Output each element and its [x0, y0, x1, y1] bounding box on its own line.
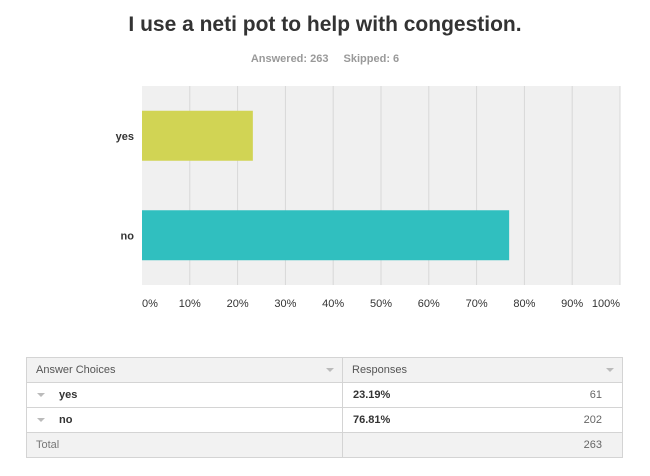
x-tick-label: 60% [418, 298, 440, 310]
results-table: Answer Choices Responses yes 23.19% 61 [26, 357, 623, 458]
total-row: Total 263 [26, 432, 623, 458]
bar-chart: yes no 0% 10% 20% 30% 40% 50% 60% 70% 80% 90% 100% [116, 86, 621, 310]
table-row: yes 23.19% 61 [26, 382, 623, 408]
table-header-row: Answer Choices Responses [26, 357, 623, 383]
choice-label: no [59, 414, 73, 426]
bar-yes[interactable] [142, 110, 253, 161]
answer-choices-header[interactable]: Answer Choices [26, 357, 343, 383]
response-cell: 76.81% 202 [342, 407, 623, 433]
chart-title: I use a neti pot to help with congestion… [128, 13, 522, 36]
category-labels: yes no [116, 131, 135, 243]
total-count: 263 [583, 439, 602, 451]
category-label: no [121, 230, 135, 242]
bars [142, 110, 510, 261]
x-tick-labels: 0% 10% 20% 30% 40% 50% 60% 70% 80% 90% 100% [142, 298, 620, 310]
response-summary: Answered: 263 Skipped: 6 [0, 53, 650, 65]
responses-header[interactable]: Responses [342, 357, 623, 383]
response-percent: 23.19% [353, 389, 391, 401]
skipped-count: Skipped: 6 [343, 53, 400, 65]
x-tick-label: 40% [322, 298, 344, 310]
answer-choices-header-label: Answer Choices [36, 364, 116, 376]
answered-count: Answered: 263 [250, 53, 329, 65]
x-tick-label: 20% [227, 298, 249, 310]
total-count-cell: 263 [342, 432, 623, 458]
responses-header-label: Responses [352, 364, 408, 376]
x-tick-label: 80% [513, 298, 535, 310]
total-label-cell: Total [26, 432, 343, 458]
choice-cell: yes [26, 382, 343, 408]
expand-caret-icon[interactable] [37, 418, 45, 422]
x-tick-label: 30% [274, 298, 296, 310]
expand-caret-icon[interactable] [37, 393, 45, 397]
total-label: Total [36, 439, 60, 451]
response-count: 61 [589, 389, 602, 401]
x-tick-label: 70% [466, 298, 488, 310]
response-count: 202 [583, 414, 602, 426]
sort-caret-icon[interactable] [326, 368, 334, 372]
x-tick-label: 90% [561, 298, 583, 310]
response-percent: 76.81% [353, 414, 391, 426]
x-tick-label: 100% [592, 298, 620, 310]
category-label: yes [116, 131, 134, 143]
choice-cell: no [26, 407, 343, 433]
x-tick-label: 0% [142, 298, 158, 310]
response-cell: 23.19% 61 [342, 382, 623, 408]
x-tick-label: 50% [370, 298, 392, 310]
x-tick-label: 10% [179, 298, 201, 310]
sort-caret-icon[interactable] [606, 368, 614, 372]
choice-label: yes [59, 389, 78, 401]
bar-no[interactable] [142, 210, 510, 261]
table-row: no 76.81% 202 [26, 407, 623, 433]
